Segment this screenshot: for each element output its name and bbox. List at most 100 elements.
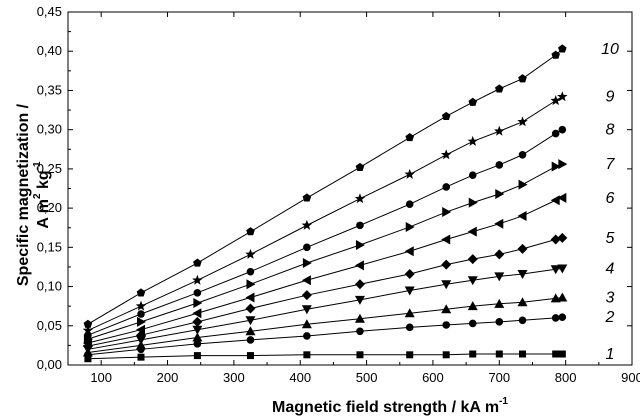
series-line bbox=[87, 197, 563, 344]
data-point bbox=[135, 335, 146, 345]
y-tick-label: 0,40 bbox=[37, 43, 62, 58]
data-point bbox=[246, 279, 256, 290]
plot-frame bbox=[67, 11, 633, 366]
series-9 bbox=[82, 91, 568, 335]
x-tick-label: 900 bbox=[621, 370, 640, 385]
series-label: 2 bbox=[605, 309, 615, 326]
y-tick-label: 0,20 bbox=[37, 200, 62, 215]
data-point bbox=[440, 149, 452, 160]
x-axis-title-text: Magnetic field strength / kA m bbox=[272, 399, 499, 416]
data-point bbox=[192, 308, 202, 319]
y-axis-unit-sup1: 2 bbox=[32, 193, 43, 199]
series-line bbox=[87, 237, 563, 347]
data-point bbox=[354, 279, 365, 290]
x-axis-title: Magnetic field strength / kA m-1 bbox=[272, 396, 508, 416]
y-tick-label: 0,25 bbox=[37, 161, 62, 176]
data-point bbox=[83, 319, 93, 328]
data-point bbox=[355, 239, 365, 250]
data-point bbox=[441, 280, 452, 290]
data-point bbox=[494, 249, 505, 260]
y-axis-title-line2: A m2 kg-1 bbox=[32, 161, 52, 229]
data-point bbox=[469, 350, 477, 358]
data-point bbox=[405, 200, 414, 208]
data-point bbox=[193, 352, 201, 360]
data-point bbox=[442, 351, 450, 359]
data-point bbox=[441, 234, 451, 245]
data-point bbox=[303, 351, 311, 359]
data-point bbox=[245, 248, 256, 259]
data-point bbox=[137, 353, 145, 361]
data-point bbox=[557, 232, 568, 243]
y-tick-label: 0,05 bbox=[37, 318, 62, 333]
x-tick-label: 200 bbox=[157, 370, 179, 385]
series-label: 9 bbox=[606, 89, 615, 106]
data-point bbox=[467, 226, 477, 237]
data-point bbox=[404, 308, 415, 318]
data-point bbox=[245, 316, 256, 326]
data-point bbox=[356, 221, 364, 230]
data-point bbox=[301, 319, 312, 329]
x-tick-label: 500 bbox=[356, 370, 378, 385]
data-point bbox=[558, 44, 567, 53]
series-6 bbox=[82, 192, 567, 349]
y-tick-label: 0,45 bbox=[37, 4, 62, 19]
data-point bbox=[494, 298, 505, 308]
data-point bbox=[518, 74, 527, 83]
data-point bbox=[356, 327, 364, 336]
data-point bbox=[193, 289, 202, 297]
data-point bbox=[354, 313, 365, 323]
x-tick-label: 600 bbox=[422, 370, 444, 385]
y-tick-label: 0,15 bbox=[37, 239, 62, 254]
data-point bbox=[517, 297, 528, 307]
series-label: 6 bbox=[606, 190, 615, 207]
data-point bbox=[404, 168, 415, 179]
data-point bbox=[495, 318, 504, 326]
data-point bbox=[495, 350, 503, 358]
data-point bbox=[494, 218, 504, 229]
data-point bbox=[558, 313, 567, 321]
y-tick-label: 0,00 bbox=[37, 357, 62, 372]
data-point bbox=[441, 259, 452, 270]
data-point bbox=[354, 295, 365, 305]
data-point bbox=[557, 292, 568, 302]
data-point bbox=[557, 264, 568, 274]
series-label: 1 bbox=[606, 346, 615, 363]
data-point bbox=[551, 314, 560, 322]
data-point bbox=[557, 192, 567, 203]
data-series bbox=[82, 44, 568, 363]
data-point bbox=[301, 219, 313, 230]
axis-ticks: 100 200 300 400 500 600 700 800 900 0,00 0,05 0,10 0… bbox=[37, 4, 640, 385]
data-point bbox=[467, 135, 478, 146]
series-3 bbox=[82, 292, 568, 357]
data-point bbox=[192, 325, 203, 335]
series-line bbox=[87, 163, 563, 340]
series-label: 3 bbox=[606, 290, 615, 307]
series-4 bbox=[82, 264, 568, 355]
data-point bbox=[302, 193, 312, 202]
data-point bbox=[84, 355, 92, 363]
data-point bbox=[494, 272, 505, 282]
data-point bbox=[303, 243, 311, 252]
data-point bbox=[550, 95, 561, 106]
axes-frame bbox=[67, 11, 633, 366]
series-label: 10 bbox=[601, 41, 619, 58]
data-point bbox=[494, 125, 505, 136]
series-label: 8 bbox=[606, 122, 615, 139]
data-point bbox=[442, 207, 452, 218]
data-point bbox=[557, 91, 568, 102]
data-point bbox=[495, 161, 504, 169]
x-tick-label: 100 bbox=[90, 370, 112, 385]
data-point bbox=[442, 321, 451, 329]
data-point bbox=[558, 125, 567, 134]
data-point bbox=[551, 50, 560, 59]
series-8 bbox=[84, 125, 567, 339]
data-point bbox=[550, 234, 561, 245]
data-point bbox=[517, 270, 528, 280]
x-tick-label: 800 bbox=[555, 370, 577, 385]
data-point bbox=[495, 188, 505, 199]
data-point bbox=[467, 301, 478, 311]
data-point bbox=[467, 254, 478, 265]
data-point bbox=[468, 171, 477, 179]
y-tick-label: 0,10 bbox=[37, 279, 62, 294]
data-point bbox=[551, 161, 561, 172]
